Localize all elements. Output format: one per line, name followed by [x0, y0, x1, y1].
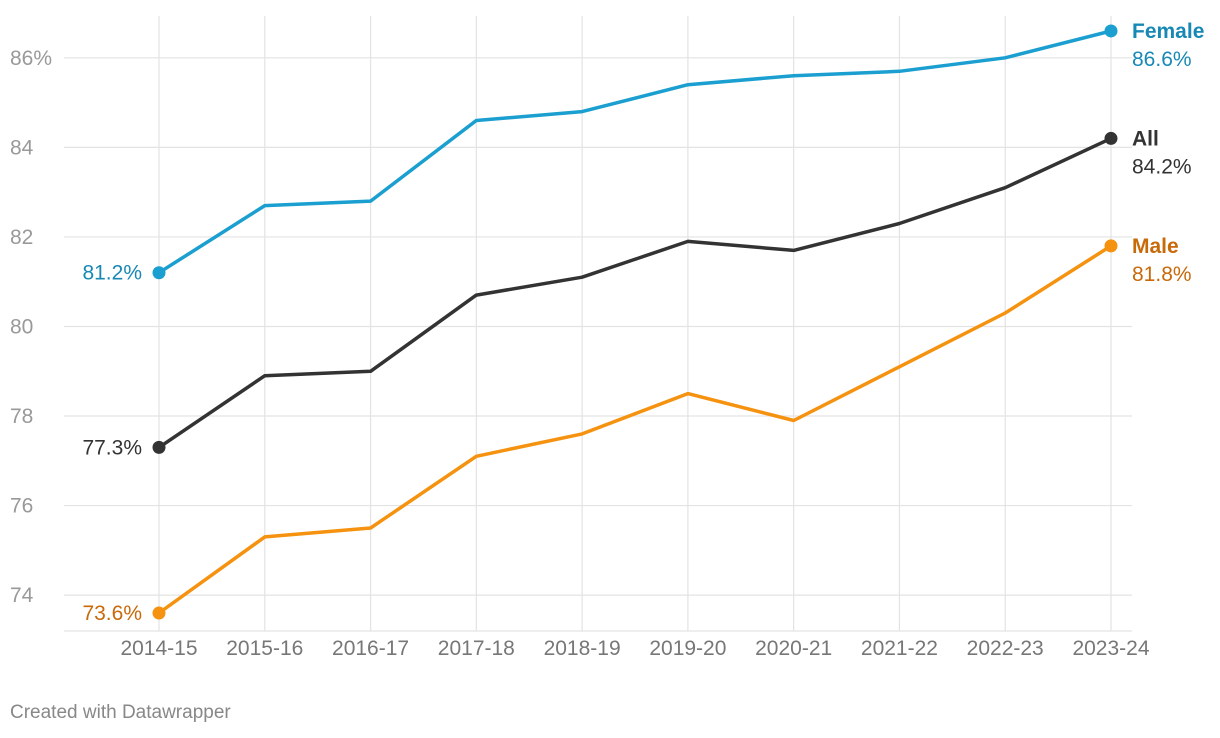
gridlines [64, 16, 1132, 632]
series-line-all [157, 136, 1113, 450]
y-tick-label-84: 84 [10, 136, 34, 159]
end-value-label-all: 84.2% [1132, 155, 1192, 178]
x-tick-label-2022-23: 2022-23 [967, 637, 1044, 660]
y-tick-label-78: 78 [10, 405, 33, 428]
start-label-male: 73.6% [82, 602, 142, 625]
end-value-label-male: 81.8% [1132, 263, 1192, 286]
y-tick-label-76: 76 [10, 495, 33, 518]
start-label-female: 81.2% [82, 262, 142, 285]
start-point-all [152, 440, 166, 454]
series-line-female [157, 29, 1113, 275]
x-tick-label-2021-22: 2021-22 [861, 637, 938, 660]
start-point-female [152, 266, 166, 280]
y-axis-ticks: 74 76 78 80 82 84 86% [10, 47, 52, 607]
start-label-all: 77.3% [82, 436, 142, 459]
end-point-male [1104, 239, 1118, 253]
end-point-female [1104, 24, 1118, 38]
y-tick-label-82: 82 [10, 226, 33, 249]
datawrapper-credit: Created with Datawrapper [10, 702, 231, 723]
series-line-male [157, 244, 1113, 615]
end-name-label-all: All [1132, 127, 1159, 150]
series-labels: 81.2% Female 86.6% 77.3% All 84.2% 73.6% Male 81… [82, 20, 1204, 625]
x-tick-label-2020-21: 2020-21 [755, 637, 832, 660]
x-axis-ticks: 2014-15 2015-16 2016-17 2017-18 2018-19 2019-… [120, 637, 1149, 660]
end-name-label-female: Female [1132, 20, 1204, 43]
x-tick-label-2017-18: 2017-18 [438, 637, 515, 660]
x-tick-label-2015-16: 2015-16 [226, 637, 303, 660]
y-tick-label-86: 86% [10, 47, 52, 70]
end-point-all [1104, 131, 1118, 145]
x-tick-label-2023-24: 2023-24 [1072, 637, 1149, 660]
x-tick-label-2018-19: 2018-19 [544, 637, 621, 660]
end-name-label-male: Male [1132, 235, 1179, 258]
start-point-male [152, 606, 166, 620]
x-tick-label-2014-15: 2014-15 [120, 637, 197, 660]
x-tick-label-2019-20: 2019-20 [649, 637, 726, 660]
y-tick-label-80: 80 [10, 315, 33, 338]
end-value-label-female: 86.6% [1132, 48, 1192, 71]
series-lines [152, 24, 1118, 620]
y-tick-label-74: 74 [10, 584, 34, 607]
x-tick-label-2016-17: 2016-17 [332, 637, 409, 660]
